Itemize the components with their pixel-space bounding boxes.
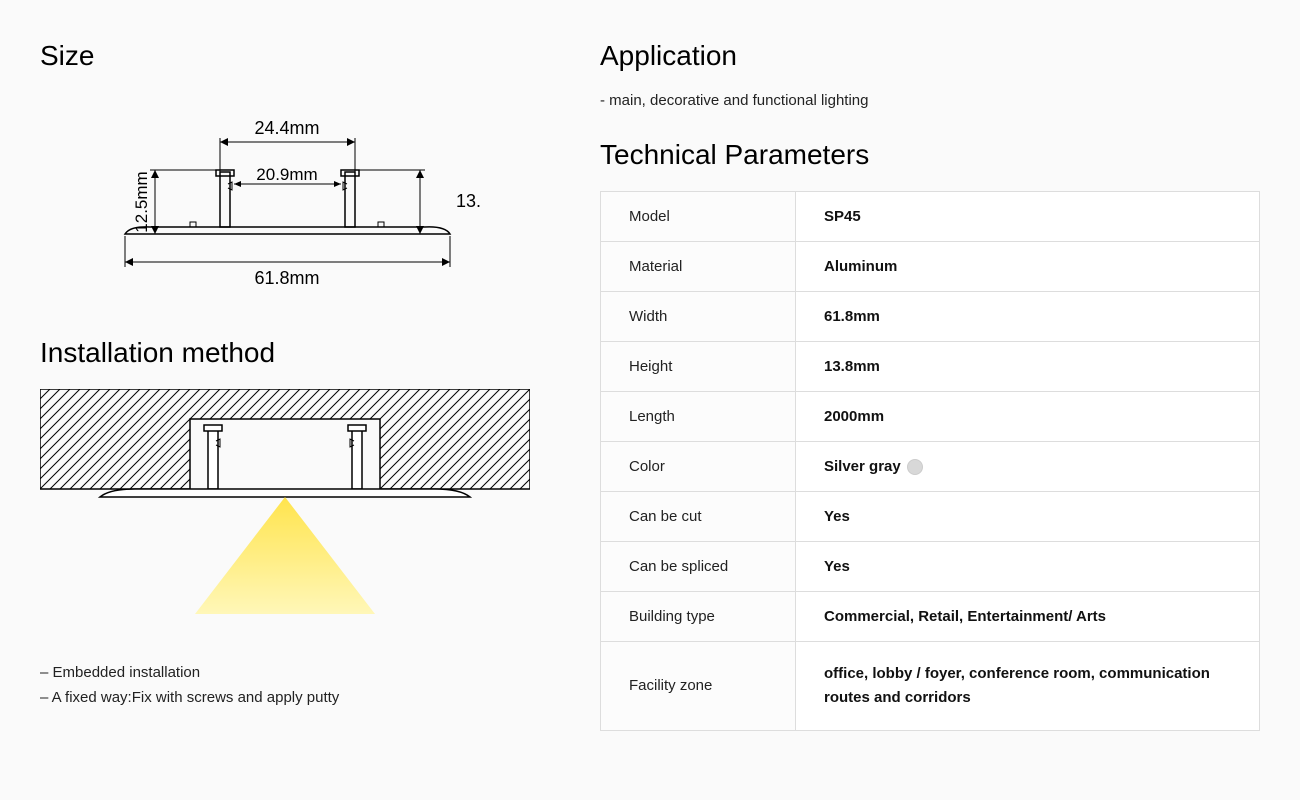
param-label: Building type <box>601 592 796 642</box>
param-value: Aluminum <box>796 242 1260 292</box>
install-heading: Installation method <box>40 337 540 369</box>
color-text: Silver gray <box>824 458 901 475</box>
table-row: Height13.8mm <box>601 342 1260 392</box>
application-heading: Application <box>600 40 1260 72</box>
dim-top: 24.4mm <box>254 118 319 138</box>
table-row: Facility zoneoffice, lobby / foyer, conf… <box>601 642 1260 731</box>
param-value: Silver gray <box>796 442 1260 492</box>
param-label: Material <box>601 242 796 292</box>
param-label: Color <box>601 442 796 492</box>
param-value: 13.8mm <box>796 342 1260 392</box>
dim-base: 61.8mm <box>254 268 319 288</box>
note-2: – A fixed way:Fix with screws and apply … <box>40 689 540 706</box>
table-row: Can be splicedYes <box>601 542 1260 592</box>
dim-inner: 20.9mm <box>256 165 317 184</box>
color-swatch-icon <box>907 459 923 475</box>
note-1: – Embedded installation <box>40 664 540 681</box>
param-value: office, lobby / foyer, conference room, … <box>796 642 1260 731</box>
param-value: SP45 <box>796 192 1260 242</box>
param-value: Yes <box>796 492 1260 542</box>
params-table: ModelSP45 MaterialAluminum Width61.8mm H… <box>600 191 1260 731</box>
param-value: Yes <box>796 542 1260 592</box>
dim-left-height: 12.5mm <box>132 171 151 232</box>
param-label: Can be spliced <box>601 542 796 592</box>
table-row: Width61.8mm <box>601 292 1260 342</box>
param-label: Width <box>601 292 796 342</box>
param-value: 2000mm <box>796 392 1260 442</box>
params-heading: Technical Parameters <box>600 139 1260 171</box>
param-label: Can be cut <box>601 492 796 542</box>
table-row: Color Silver gray <box>601 442 1260 492</box>
param-value: 61.8mm <box>796 292 1260 342</box>
table-row: Length2000mm <box>601 392 1260 442</box>
param-label: Model <box>601 192 796 242</box>
table-row: MaterialAluminum <box>601 242 1260 292</box>
install-diagram <box>40 389 540 624</box>
param-label: Height <box>601 342 796 392</box>
table-row: ModelSP45 <box>601 192 1260 242</box>
param-label: Length <box>601 392 796 442</box>
table-row: Building typeCommercial, Retail, Enterta… <box>601 592 1260 642</box>
application-note: - main, decorative and functional lighti… <box>600 92 1260 109</box>
size-diagram: 24.4mm 20.9mm 12.5mm <box>100 112 540 297</box>
dim-right-height: 13.8mm <box>456 191 480 211</box>
param-label: Facility zone <box>601 642 796 731</box>
table-row: Can be cutYes <box>601 492 1260 542</box>
size-heading: Size <box>40 40 540 72</box>
param-value: Commercial, Retail, Entertainment/ Arts <box>796 592 1260 642</box>
install-notes: – Embedded installation – A fixed way:Fi… <box>40 664 540 706</box>
